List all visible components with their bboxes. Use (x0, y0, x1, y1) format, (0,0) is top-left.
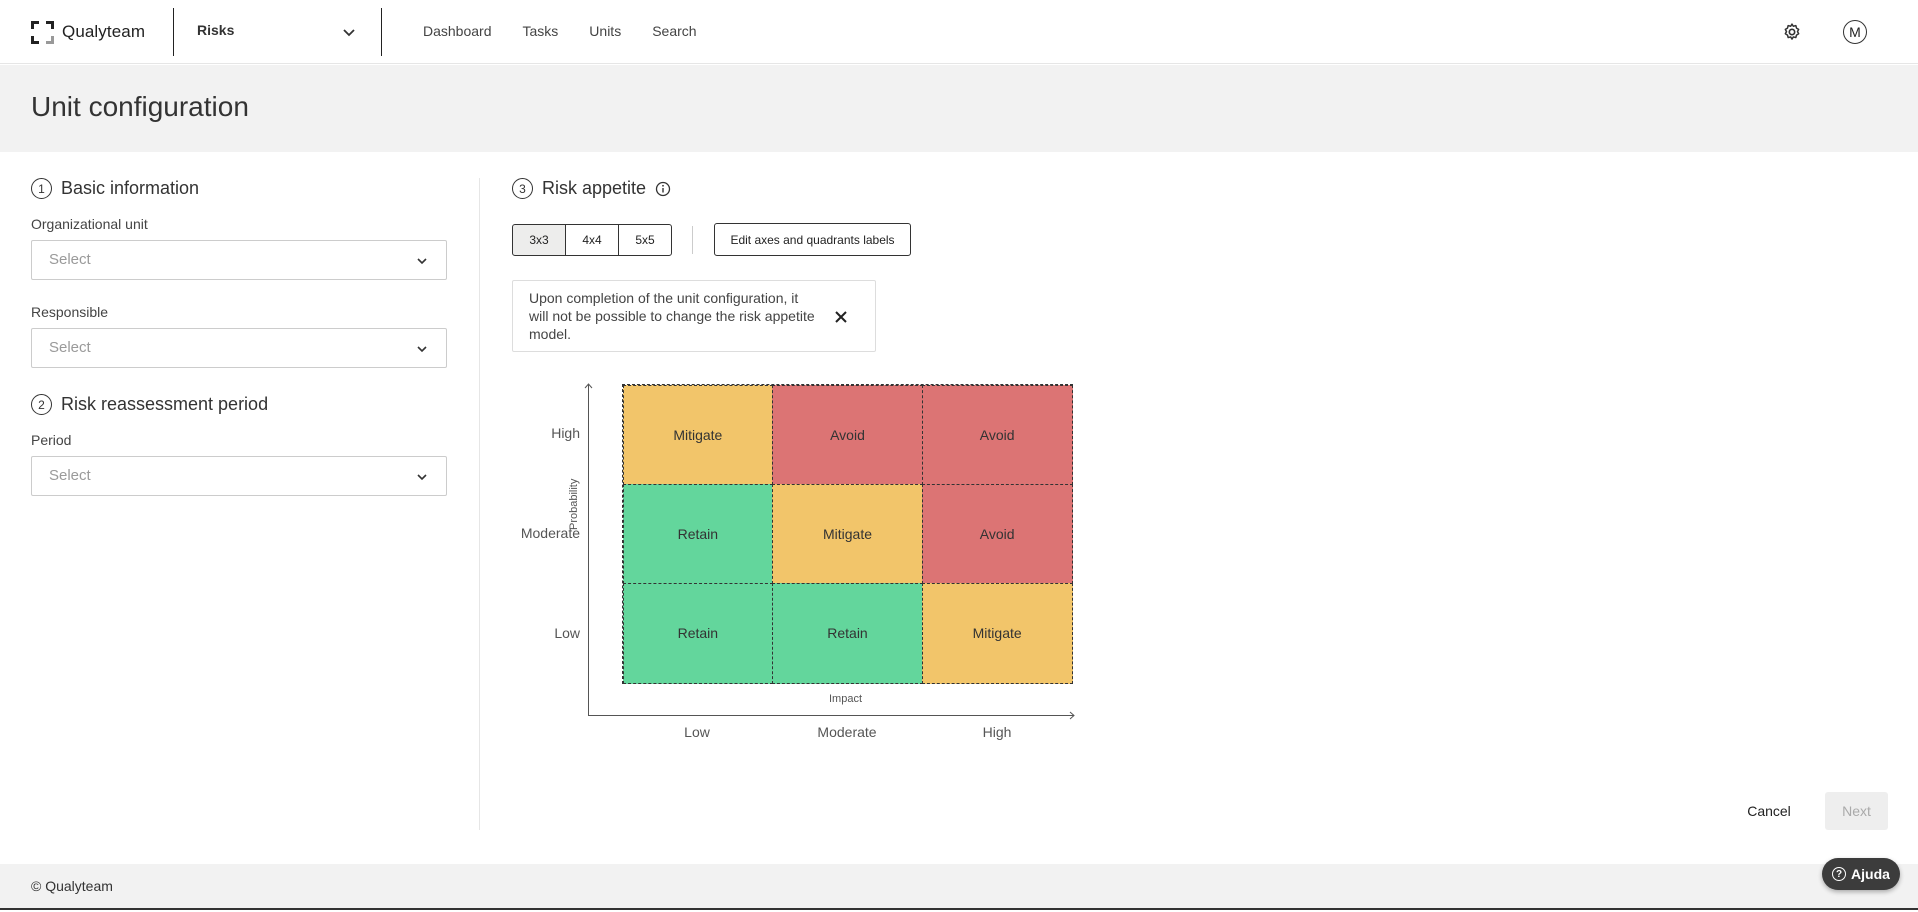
chevron-down-icon (417, 258, 427, 265)
section-title: Risk reassessment period (61, 394, 269, 414)
logo-mark-icon (31, 20, 54, 44)
period-label: Period (31, 432, 72, 448)
matrix-cell-mitigate[interactable]: Mitigate (921, 583, 1073, 684)
x-axis-arrow-icon (1069, 711, 1075, 720)
risk-matrix: Mitigate Avoid Avoid Retain Mitigate Avoid Ret… (622, 384, 1073, 684)
responsible-select[interactable]: Select (31, 328, 447, 368)
cancel-button[interactable]: Cancel (1733, 792, 1805, 830)
x-axis-title: Impact (829, 693, 863, 705)
size-4x4-button[interactable]: 4x4 (565, 224, 619, 256)
chevron-down-icon (417, 346, 427, 353)
chevron-down-icon[interactable] (342, 25, 356, 39)
period-select[interactable]: Select (31, 456, 447, 496)
step-number: 3 (512, 178, 533, 199)
page-header: Unit configuration (0, 65, 1918, 152)
matrix-cell-retain[interactable]: Retain (622, 583, 774, 684)
edit-labels-button[interactable]: Edit axes and quadrants labels (714, 223, 911, 256)
select-placeholder: Select (49, 339, 91, 356)
warning-notice: Upon completion of the unit configuratio… (512, 280, 876, 352)
nav-units[interactable]: Units (589, 23, 622, 39)
x-level-high: High (982, 724, 1012, 740)
reassessment-heading: 2 Risk reassessment period (31, 394, 268, 415)
size-3x3-button[interactable]: 3x3 (512, 224, 566, 256)
chevron-down-icon (417, 474, 427, 481)
top-navigation-bar: Qualyteam Risks Dashboard Tasks Units Se… (0, 0, 1918, 64)
x-level-moderate: Moderate (817, 724, 877, 740)
next-button[interactable]: Next (1825, 792, 1888, 830)
org-unit-label: Organizational unit (31, 216, 148, 232)
size-5x5-button[interactable]: 5x5 (618, 224, 672, 256)
responsible-label: Responsible (31, 304, 109, 320)
toolbar-divider (692, 226, 693, 254)
user-avatar[interactable]: M (1843, 20, 1867, 44)
matrix-cell-avoid[interactable]: Avoid (921, 384, 1073, 485)
help-button[interactable]: ? Ajuda (1822, 858, 1900, 890)
x-axis-line (588, 715, 1074, 716)
notice-text: Upon completion of the unit configuratio… (529, 290, 815, 342)
y-axis-line (588, 384, 589, 716)
nav-divider (173, 8, 174, 56)
page-title: Unit configuration (31, 91, 249, 122)
select-placeholder: Select (49, 251, 91, 268)
nav-tasks[interactable]: Tasks (522, 23, 559, 39)
matrix-cell-mitigate[interactable]: Mitigate (622, 384, 774, 485)
logo-text: Qualyteam (62, 22, 146, 41)
nav-search[interactable]: Search (652, 23, 697, 39)
x-level-low: Low (684, 724, 710, 740)
qualyteam-logo[interactable]: Qualyteam (31, 19, 145, 45)
close-icon[interactable] (833, 309, 849, 325)
main-nav: Dashboard Tasks Units Search (423, 23, 697, 39)
risk-appetite-heading: 3 Risk appetite (512, 178, 671, 199)
footer: © Qualyteam (0, 864, 1918, 910)
y-level-high: High (551, 425, 580, 441)
select-placeholder: Select (49, 467, 91, 484)
help-label: Ajuda (1851, 866, 1890, 882)
matrix-cell-avoid[interactable]: Avoid (921, 483, 1073, 585)
basic-info-heading: 1 Basic information (31, 178, 199, 199)
y-level-moderate: Moderate (520, 525, 580, 541)
nav-dashboard[interactable]: Dashboard (423, 23, 492, 39)
nav-divider (381, 8, 382, 56)
matrix-cell-retain[interactable]: Retain (772, 583, 923, 684)
matrix-cell-mitigate[interactable]: Mitigate (772, 483, 923, 585)
matrix-cell-retain[interactable]: Retain (622, 483, 774, 585)
info-icon[interactable] (655, 181, 671, 197)
matrix-cell-avoid[interactable]: Avoid (772, 384, 923, 485)
section-title: Basic information (61, 178, 200, 198)
matrix-size-toggle: 3x3 4x4 5x5 (512, 224, 672, 256)
copyright-text: © Qualyteam (31, 878, 113, 894)
step-number: 2 (31, 394, 52, 415)
org-unit-select[interactable]: Select (31, 240, 447, 280)
gear-icon[interactable] (1782, 22, 1802, 42)
step-number: 1 (31, 178, 52, 199)
column-divider (479, 178, 480, 830)
y-level-low: Low (554, 625, 580, 641)
section-title: Risk appetite (542, 178, 647, 198)
y-axis-title: Probability (568, 478, 580, 530)
module-selector-label[interactable]: Risks (197, 22, 235, 38)
help-icon: ? (1832, 867, 1847, 881)
